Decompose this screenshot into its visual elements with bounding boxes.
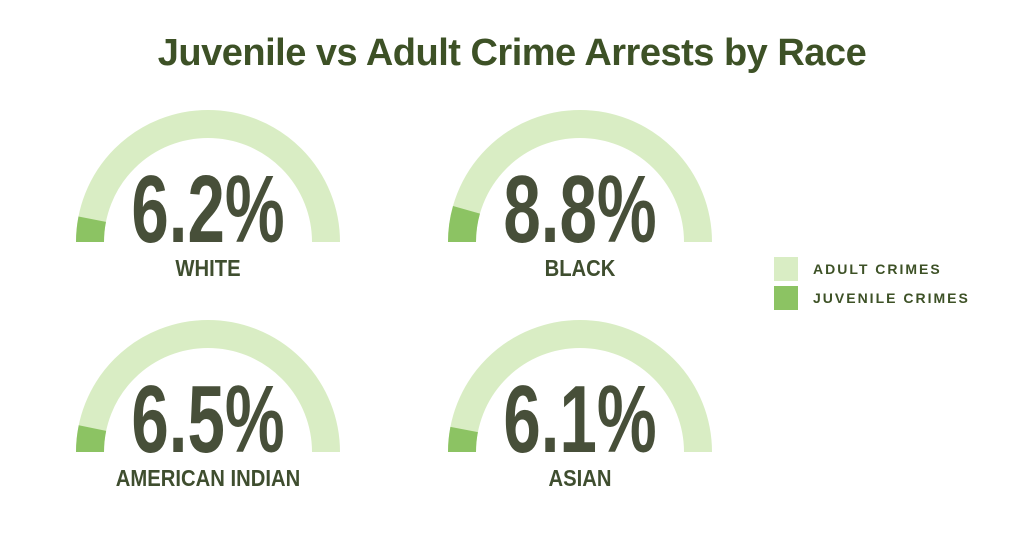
gauge-black: 8.8% BLACK <box>440 102 720 292</box>
gauge-label: WHITE <box>175 255 241 281</box>
gauge-arc-svg <box>448 110 712 243</box>
adult-crimes-swatch-icon <box>774 257 798 281</box>
gauge-white: 6.2% WHITE <box>68 102 348 292</box>
gauge-arc-svg <box>76 320 340 453</box>
gauge-value-arc <box>76 216 107 243</box>
legend-label: ADULT CRIMES <box>813 261 942 277</box>
gauge-track-arc <box>76 110 340 243</box>
gauge-value: 6.5% <box>131 366 285 473</box>
gauge-value: 8.8% <box>503 156 657 263</box>
gauge-american-indian: 6.5% AMERICAN INDIAN <box>68 312 348 502</box>
gauge-arc-svg <box>448 320 712 453</box>
gauge-value: 6.2% <box>131 156 285 263</box>
gauge-value-arc <box>76 425 107 453</box>
gauge-label: BLACK <box>544 255 616 281</box>
gauge-value: 6.1% <box>503 366 657 473</box>
gauge-track-arc <box>76 320 340 453</box>
legend-item-juvenile-crimes: JUVENILE CRIMES <box>774 286 970 310</box>
chart-title: Juvenile vs Adult Crime Arrests by Race <box>157 32 867 74</box>
gauge-label: ASIAN <box>548 465 612 491</box>
gauge-track-arc <box>448 110 712 243</box>
juvenile-crimes-swatch-icon <box>774 286 798 310</box>
gauge-arc-svg <box>76 110 340 243</box>
legend-item-adult-crimes: ADULT CRIMES <box>774 257 970 281</box>
legend: ADULT CRIMES JUVENILE CRIMES <box>774 257 970 315</box>
gauge-value-arc <box>448 205 481 243</box>
gauge-track-arc <box>448 320 712 453</box>
gauge-label: AMERICAN INDIAN <box>115 465 301 491</box>
gauge-value-arc <box>448 426 478 453</box>
gauge-asian: 6.1% ASIAN <box>440 312 720 502</box>
legend-label: JUVENILE CRIMES <box>813 290 970 306</box>
